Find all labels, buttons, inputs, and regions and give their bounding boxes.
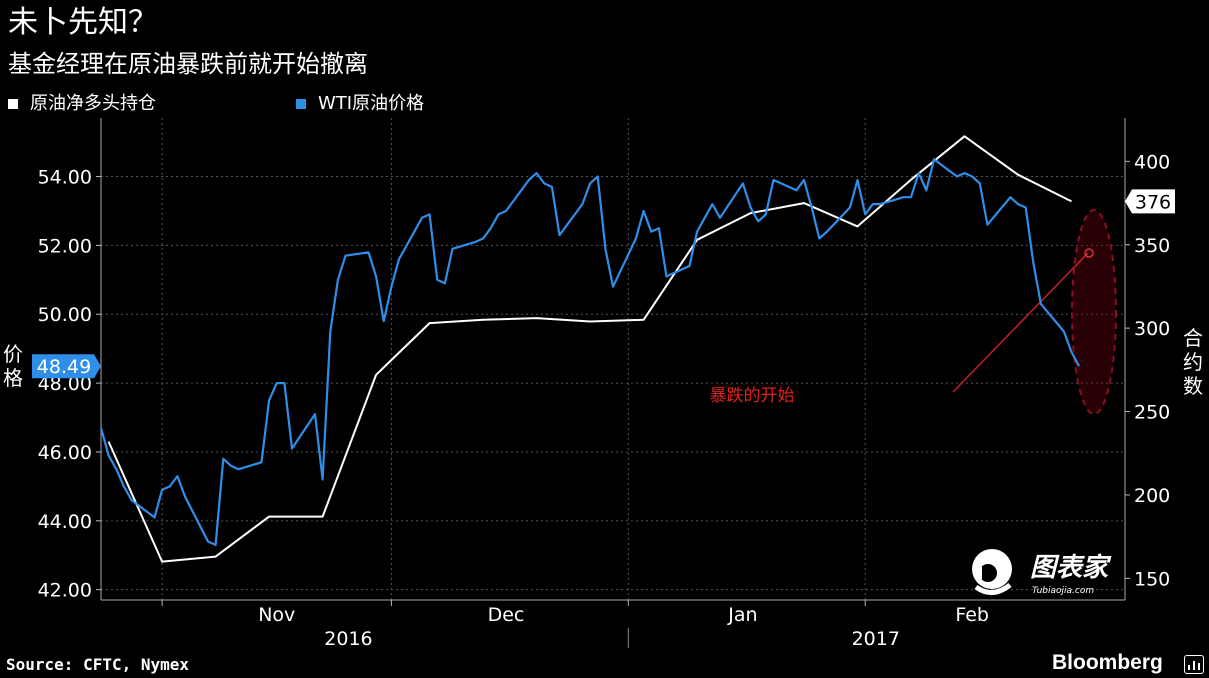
annotation-layer: 暴跌的开始 [710,209,1117,415]
y-axis-left-label: 价格 [3,342,23,390]
source-note: Source: CFTC, Nymex [6,655,190,674]
legend-item-net-long: 原油净多头持仓 [8,92,156,116]
value-marker-right-text: 376 [1135,191,1171,213]
tick-label-right: 300 [1134,318,1170,340]
tick-label-left: 42.00 [38,580,92,602]
legend-item-wti: WTI原油价格 [296,92,424,116]
tick-label-month: Jan [727,604,757,626]
watermark-logo-icon [972,549,1012,595]
tick-label-left: 48.00 [38,373,92,395]
bloomberg-chart-icon [1184,655,1204,674]
legend-label-wti: WTI原油价格 [318,93,425,114]
value-marker-left-text: 48.49 [37,356,91,378]
tick-label-right: 350 [1134,235,1170,257]
tick-label-left: 44.00 [38,511,92,533]
legend-swatch-white [8,99,18,109]
tick-label-year: 2016 [324,628,372,650]
y-axis-right-label: 合约数 [1183,326,1203,398]
tick-label-month: Dec [488,604,525,626]
tick-label-right: 250 [1134,402,1170,424]
tick-label-right: 200 [1134,485,1170,507]
annotation-arrow [952,252,1089,393]
series-line-1 [99,158,1081,547]
value-markers: 48.49 376 [32,189,1175,379]
page-title: 未卜先知？ [8,5,158,40]
tick-label-right: 400 [1134,151,1170,173]
brand-name: Bloomberg [1052,651,1163,674]
annotation-dot [1084,248,1094,258]
legend-label-net-long: 原油净多头持仓 [30,93,156,114]
value-marker-left-box [32,354,101,379]
legend-swatch-blue [296,99,306,109]
tick-label-left: 46.00 [38,442,92,464]
series-layer [99,135,1081,563]
tick-label-right: 150 [1134,568,1170,590]
tick-label-left: 52.00 [38,235,92,257]
series-line-0 [107,135,1072,563]
watermark-subtext: Tubiaojia.com [1032,586,1095,596]
tick-label-year: 2017 [852,628,900,650]
value-marker-left: 48.49 [32,354,101,379]
axis-lines [96,118,1130,648]
page-subtitle: 基金经理在原油暴跌前就开始撤离 [8,50,368,78]
value-marker-right-box [1125,189,1175,214]
annotation-ellipse [1071,209,1117,415]
tick-label-month: Nov [258,604,295,626]
tick-label-left: 50.00 [38,304,92,326]
tick-label-left: 54.00 [38,167,92,189]
tick-label-month: Feb [955,604,989,626]
watermark-text: 图表家 [1030,553,1109,583]
value-marker-right: 376 [1125,189,1175,214]
tick-labels: 42.00 44.00 46.00 48.00 50.00 52.00 54.00 150 20… [38,151,1171,650]
annotation-text: 暴跌的开始 [710,386,795,406]
